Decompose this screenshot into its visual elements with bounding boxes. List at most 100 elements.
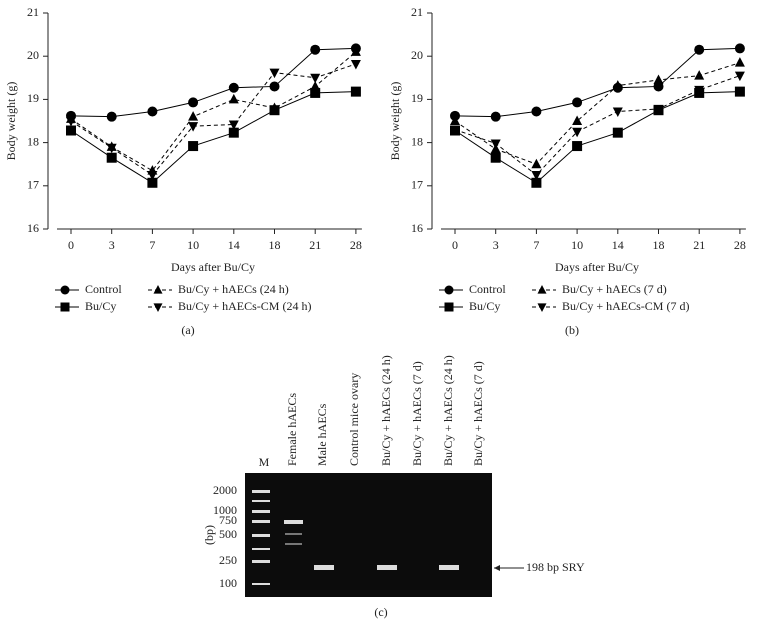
band: [284, 520, 303, 524]
legend-label: Control: [469, 282, 506, 296]
marker: [653, 104, 664, 115]
y-tick-label: 21: [411, 5, 423, 19]
marker: [310, 87, 321, 98]
marker: [612, 80, 623, 90]
ladder-band: [252, 500, 270, 502]
marker: [147, 171, 158, 181]
marker: [572, 115, 583, 125]
ladder-band: [252, 560, 270, 563]
marker: [153, 285, 163, 294]
x-tick-label: 7: [149, 238, 155, 252]
y-tick-label: 19: [411, 91, 423, 105]
marker: [147, 106, 158, 117]
y-tick-label: 16: [27, 221, 39, 235]
band: [314, 565, 334, 570]
panel-label: (a): [181, 323, 194, 337]
marker: [153, 303, 163, 312]
y-tick-label: 18: [411, 134, 423, 148]
band: [439, 565, 459, 570]
y-axis-label: Body weight (g): [388, 82, 402, 161]
marker: [106, 152, 117, 163]
marker: [269, 102, 280, 113]
lane-label: Bu/Cy + hAECs (24 h): [441, 355, 455, 466]
marker: [572, 141, 583, 152]
x-axis-label: Days after Bu/Cy: [555, 260, 639, 274]
ladder-label: 1000: [213, 503, 237, 517]
marker: [350, 59, 361, 70]
marker: [531, 177, 542, 188]
ladder-band: [252, 534, 270, 537]
marker: [537, 285, 547, 294]
x-tick-label: 28: [734, 238, 746, 252]
ladder-label: 2000: [213, 483, 237, 497]
marker: [490, 139, 501, 149]
ladder-band: [252, 490, 270, 493]
series-line: [454, 47, 740, 118]
y-tick-label: 20: [411, 48, 423, 62]
marker: [60, 285, 70, 295]
marker: [531, 158, 542, 169]
x-tick-label: 10: [187, 238, 199, 252]
ladder-label: 750: [219, 513, 237, 527]
marker: [444, 302, 454, 312]
series-line: [70, 47, 356, 118]
legend-label: Bu/Cy: [85, 299, 116, 313]
ladder-band: [252, 583, 270, 585]
ladder-band: [252, 520, 270, 523]
marker: [66, 117, 76, 127]
legend-label: Control: [85, 282, 122, 296]
y-tick-label: 18: [27, 134, 39, 148]
x-tick-label: 14: [612, 238, 624, 252]
x-tick-label: 3: [493, 238, 499, 252]
x-tick-label: 21: [693, 238, 705, 252]
band: [285, 543, 302, 545]
y-tick-label: 17: [27, 178, 39, 192]
legend-label: Bu/Cy + hAECs-CM (7 d): [562, 299, 689, 313]
arrow-head: [494, 565, 500, 571]
marker: [572, 97, 583, 108]
lane-label: Bu/Cy + hAECs (7 d): [471, 361, 485, 466]
x-tick-label: 21: [309, 238, 321, 252]
marker: [228, 127, 239, 138]
marker: [612, 107, 623, 117]
lane-label: M: [259, 455, 270, 469]
gel: [245, 473, 492, 597]
marker: [734, 86, 745, 97]
gel-axis-label: (bp): [202, 525, 216, 545]
marker: [694, 70, 705, 80]
panel-label: (b): [565, 323, 579, 337]
marker: [188, 122, 199, 132]
ladder-band: [252, 510, 270, 513]
ladder-label: 250: [219, 553, 237, 567]
series-line: [454, 75, 741, 176]
marker: [106, 143, 117, 154]
lane-label: Bu/Cy + hAECs (24 h): [379, 355, 393, 466]
y-tick-label: 19: [27, 91, 39, 105]
marker: [490, 152, 501, 163]
ladder-label: 500: [219, 527, 237, 541]
lane-label: Female hAECs: [285, 393, 299, 466]
x-tick-label: 18: [653, 238, 665, 252]
x-tick-label: 0: [452, 238, 458, 252]
ladder-band: [252, 548, 270, 550]
x-axis-label: Days after Bu/Cy: [171, 260, 255, 274]
marker: [653, 74, 664, 84]
x-tick-label: 14: [228, 238, 240, 252]
annotation: 198 bp SRY: [526, 560, 585, 574]
marker: [350, 86, 361, 97]
marker: [350, 46, 361, 56]
marker: [106, 111, 117, 122]
series-line: [454, 91, 740, 184]
lane-label: Bu/Cy + hAECs (7 d): [410, 361, 424, 466]
y-axis-label: Body weight (g): [4, 82, 18, 161]
legend-label: Bu/Cy: [469, 299, 500, 313]
marker: [188, 111, 199, 121]
marker: [188, 141, 199, 152]
band: [377, 565, 397, 570]
legend-label: Bu/Cy + hAECs (24 h): [178, 282, 289, 296]
marker: [444, 285, 454, 295]
x-tick-label: 28: [350, 238, 362, 252]
x-tick-label: 18: [269, 238, 281, 252]
marker: [269, 81, 280, 92]
